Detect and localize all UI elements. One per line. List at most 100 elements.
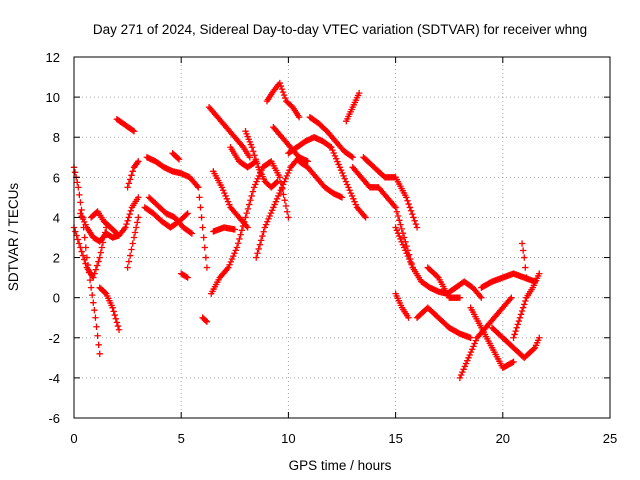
data-point: [346, 187, 353, 194]
series-track-13: [178, 270, 191, 281]
data-point: [82, 260, 89, 267]
data-point: [411, 217, 418, 224]
data-point: [394, 212, 402, 220]
data-point: [248, 192, 255, 200]
series-track-38: [478, 270, 539, 291]
data-point: [244, 224, 251, 231]
data-point: [202, 254, 210, 261]
data-point: [124, 264, 131, 271]
data-point: [278, 85, 286, 93]
data-point: [509, 359, 516, 366]
series-track-28: [328, 144, 369, 221]
data-point: [521, 301, 528, 308]
data-point: [78, 213, 85, 220]
x-tick-label: 15: [388, 431, 402, 446]
data-point: [413, 224, 421, 231]
data-point: [98, 244, 106, 251]
chart-title: Day 271 of 2024, Sidereal Day-to-day VTE…: [93, 22, 587, 37]
data-point: [407, 207, 415, 214]
data-point: [81, 234, 88, 241]
data-point: [96, 254, 103, 261]
data-point: [129, 127, 137, 134]
data-point: [225, 264, 232, 271]
data-point: [331, 152, 339, 160]
data-point: [394, 230, 402, 237]
data-point: [403, 194, 410, 201]
data-point: [478, 294, 485, 301]
data-point: [461, 363, 469, 370]
x-tick-label: 0: [70, 431, 77, 446]
y-tick-label: 12: [46, 50, 60, 65]
data-point: [281, 94, 289, 102]
data-point: [226, 201, 233, 208]
data-point: [400, 244, 408, 251]
data-point: [112, 315, 120, 322]
y-tick-label: 6: [53, 170, 60, 185]
data-point: [247, 197, 254, 204]
data-point: [332, 155, 340, 162]
data-point: [516, 314, 524, 321]
data-point: [195, 184, 202, 191]
data-point: [129, 168, 136, 175]
data-point: [283, 172, 291, 180]
data-point: [90, 299, 97, 306]
data-point: [404, 252, 412, 260]
data-point: [238, 142, 246, 150]
data-point: [94, 332, 101, 339]
plot-frame: [73, 56, 611, 419]
data-point: [248, 144, 256, 151]
data-point: [74, 236, 82, 243]
data-point: [406, 204, 414, 211]
data-point: [264, 218, 271, 225]
x-axis-label: GPS time / hours: [289, 458, 392, 473]
axis-ticks: 0 5 10 15 20 25 -6 -4 -2 0 2 4 6 8 10 12: [46, 50, 618, 446]
data-point: [92, 266, 100, 273]
data-point: [407, 258, 414, 266]
data-point: [255, 245, 262, 253]
data-point: [334, 158, 341, 165]
data-point: [279, 181, 287, 188]
y-tick-label: -6: [48, 411, 60, 426]
data-point: [393, 227, 401, 234]
data-point: [202, 317, 210, 324]
data-point: [187, 229, 194, 236]
data-point: [521, 254, 528, 261]
data-point: [326, 143, 334, 150]
data-point: [232, 247, 239, 254]
data-point: [125, 258, 133, 265]
series-track-11: [145, 194, 196, 237]
data-point: [342, 178, 350, 185]
series-track-18: [210, 224, 238, 235]
data-point: [243, 222, 250, 230]
data-point: [467, 348, 475, 356]
series-track-08: [124, 158, 142, 191]
series-track-21: [242, 128, 281, 191]
data-point: [200, 234, 207, 241]
data-point: [76, 191, 83, 199]
data-point: [536, 270, 543, 277]
data-point: [174, 155, 182, 162]
series-track-05: [96, 284, 123, 333]
data-point: [252, 181, 259, 188]
data-point: [523, 274, 530, 281]
data-point: [254, 250, 261, 257]
data-point: [434, 273, 441, 280]
data-point: [400, 234, 408, 241]
data-point: [410, 214, 417, 221]
data-point: [77, 244, 84, 251]
data-point: [113, 319, 121, 326]
data-point: [81, 256, 88, 263]
y-tick-label: 0: [53, 291, 60, 306]
data-point: [472, 337, 480, 344]
data-point: [347, 189, 355, 197]
data-point: [224, 198, 232, 205]
data-point: [128, 172, 135, 179]
series-track-09: [143, 154, 202, 191]
x-tick-label: 10: [281, 431, 295, 446]
data-point: [231, 250, 238, 257]
data-point: [96, 350, 103, 358]
data-point: [201, 244, 208, 251]
data-point: [125, 214, 132, 221]
data-point: [246, 154, 254, 161]
